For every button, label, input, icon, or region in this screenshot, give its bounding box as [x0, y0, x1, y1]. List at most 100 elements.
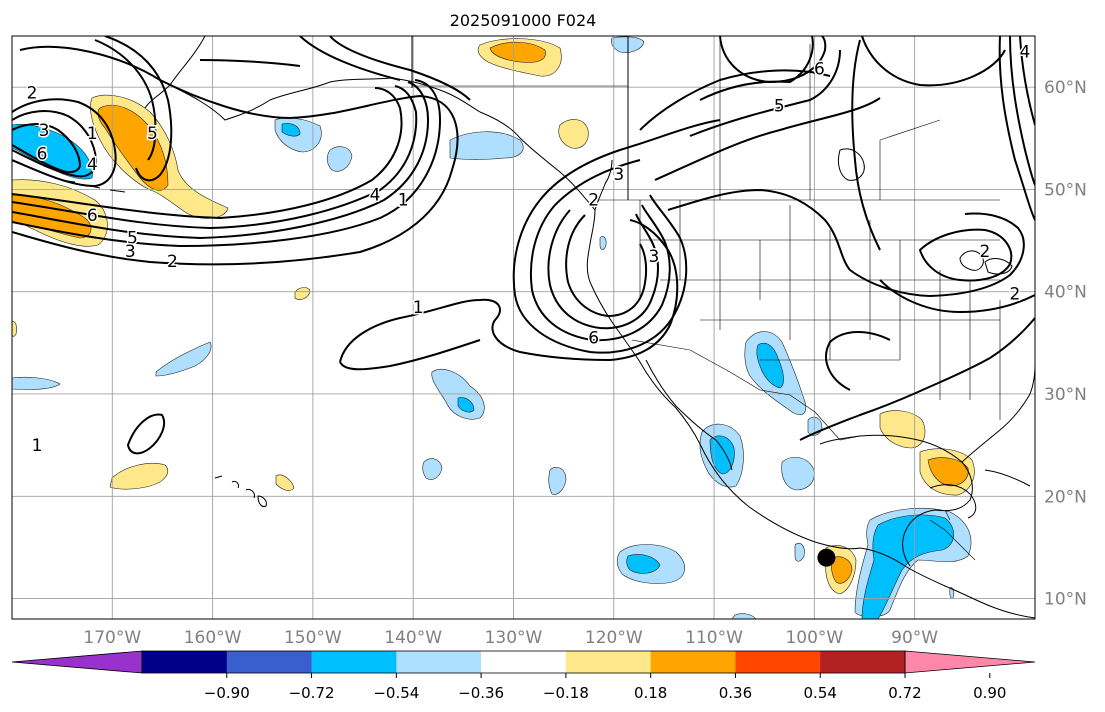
- contour-label: 4: [1020, 42, 1031, 62]
- cool-anomaly: [449, 131, 524, 160]
- contour-line: [699, 36, 814, 101]
- contour-line: [12, 45, 459, 266]
- cool-anomaly-core: [457, 397, 475, 413]
- contour-label: 2: [588, 191, 599, 211]
- warm-anomaly-core: [97, 104, 169, 191]
- colorbar-segment: [650, 651, 736, 673]
- latitude-labels: 60°N 50°N 40°N 30°N 20°N 10°N: [1044, 78, 1087, 609]
- cool-anomaly: [781, 457, 815, 491]
- cool-anomaly-core: [709, 435, 735, 475]
- contour-line: [918, 228, 1013, 282]
- contour-label: 2: [979, 242, 990, 262]
- latitude-tick-label: 20°N: [1044, 487, 1087, 507]
- colorbar-tick-label: 0.54: [804, 684, 837, 702]
- contour-line: [94, 39, 157, 161]
- longitude-tick-label: 160°W: [184, 628, 242, 648]
- contour-label: 1: [32, 436, 43, 456]
- contour-line: [998, 36, 1035, 221]
- cuba: [984, 469, 1031, 487]
- cool-anomaly: [731, 613, 757, 619]
- cool-anomaly: [949, 587, 955, 599]
- contour-label: 5: [127, 228, 138, 248]
- warm-anomaly: [109, 462, 169, 490]
- cool-anomaly: [422, 458, 443, 480]
- contour-line: [12, 110, 98, 178]
- contour-label: 6: [588, 329, 599, 349]
- warm-anomaly-core: [830, 556, 853, 584]
- colorbar-tick-label: −0.90: [204, 684, 250, 702]
- colorbar-segment: [565, 651, 652, 673]
- longitude-tick-label: 150°W: [284, 628, 342, 648]
- great-lakes: [959, 250, 1013, 275]
- cool-anomaly: [326, 146, 353, 172]
- cool-anomaly: [12, 124, 93, 180]
- contour-label: 1: [413, 298, 424, 318]
- colorbar-segment: [311, 651, 397, 673]
- longitude-tick-label: 100°W: [785, 628, 843, 648]
- contour-line: [1019, 36, 1035, 126]
- colorbar-tick-label: −0.18: [543, 684, 589, 702]
- contour-line: [329, 36, 471, 101]
- yucatan: [929, 484, 977, 519]
- contour-lines: [12, 36, 1035, 455]
- contour-label: 3: [613, 165, 624, 185]
- colorbar-frame: [141, 650, 906, 674]
- gulf-coast: [819, 434, 973, 567]
- colorbar-segment: [820, 651, 906, 673]
- colorbar-tick-label: 0.72: [888, 684, 921, 702]
- contour-label: 2: [167, 252, 178, 272]
- longitude-tick-label: 170°W: [83, 628, 141, 648]
- latitude-tick-label: 40°N: [1044, 283, 1087, 303]
- contour-label: 3: [648, 247, 659, 267]
- contour-line: [799, 317, 1035, 441]
- map-frame: [11, 35, 1036, 620]
- map-title: 2025091000 F024: [450, 11, 597, 30]
- longitude-tick-label: 90°W: [891, 628, 938, 648]
- contour-line: [539, 119, 721, 206]
- colorbar-tick-label: −0.72: [289, 684, 335, 702]
- contour-label: 3: [125, 242, 136, 262]
- cool-anomaly-core: [756, 342, 784, 389]
- colorbar-extend-high: [904, 650, 1036, 674]
- warm-anomaly: [558, 119, 589, 149]
- cool-anomaly: [794, 542, 805, 562]
- ocean-background: [12, 36, 1035, 619]
- longitude-tick-label: 120°W: [585, 628, 643, 648]
- contour-line: [339, 339, 481, 371]
- contour-line: [199, 59, 301, 67]
- contour-line: [512, 194, 688, 354]
- contour-line: [12, 87, 403, 220]
- latitude-tick-label: 30°N: [1044, 385, 1087, 405]
- contour-line: [299, 36, 401, 81]
- baja-california: [645, 359, 733, 471]
- location-marker: [817, 548, 836, 567]
- map-gridlines: [12, 36, 1035, 619]
- contour-label: 1: [87, 124, 98, 144]
- contour-line: [12, 98, 117, 188]
- latitude-tick-label: 50°N: [1044, 180, 1087, 200]
- cool-anomaly-core: [281, 123, 301, 137]
- contour-line: [1009, 36, 1035, 186]
- cool-anomaly: [12, 376, 61, 390]
- latitude-tick-label: 60°N: [1044, 78, 1087, 98]
- warm-anomaly: [12, 321, 17, 337]
- contour-line: [565, 214, 648, 318]
- contour-line: [879, 279, 1035, 314]
- longitude-tick-label: 130°W: [485, 628, 543, 648]
- latitude-tick-label: 10°N: [1044, 590, 1087, 610]
- contour-line: [825, 331, 891, 391]
- hawaii-islands: [214, 475, 267, 507]
- contour-label: 5: [147, 124, 158, 144]
- contour-label: 2: [1010, 285, 1021, 305]
- colorbar-extend-low: [11, 650, 143, 674]
- longitude-tick-label: 140°W: [384, 628, 442, 648]
- cool-anomaly: [155, 341, 212, 377]
- colorbar-segment: [396, 651, 482, 673]
- contour-label: 2: [27, 83, 38, 103]
- longitude-labels: 170°W 160°W 150°W 140°W 130°W 120°W 110°W 100°W…: [83, 628, 938, 648]
- colorbar-tick-label: 0.36: [719, 684, 752, 702]
- cool-anomaly-core: [861, 514, 954, 619]
- contour-line: [126, 413, 166, 455]
